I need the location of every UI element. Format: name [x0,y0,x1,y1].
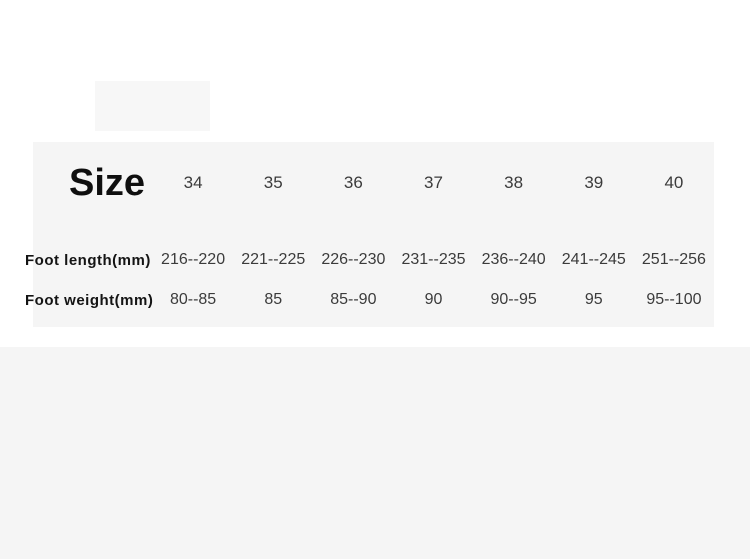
column-header-36: 36 [343,173,363,192]
row-label: Foot length(mm) [25,251,151,269]
size-chart-title: Size [69,162,146,204]
table-cell: 85--90 [330,291,377,308]
bottom-section [0,347,750,559]
table-row: Foot length(mm) 216--220 221--225 226--230 2… [25,241,714,279]
column-header-38: 38 [504,173,524,192]
table-cell: 221--225 [241,251,306,268]
table-cell: 95--100 [646,291,702,308]
column-header-40: 40 [664,173,684,192]
column-header-35: 35 [263,173,283,192]
table-row: Foot weight(mm) 80--85 85 85--90 90 90--95 95 9… [25,281,714,319]
table-cell: 95 [584,291,603,308]
table-cell: 85 [264,291,283,308]
table-cell: 90 [424,291,443,308]
column-header-37: 37 [424,173,443,192]
table-cell: 241--245 [561,251,626,268]
column-header-34: 34 [183,173,203,192]
table-cell: 231--235 [401,251,466,268]
row-label: Foot weight(mm) [25,291,154,309]
column-header-39: 39 [584,173,604,192]
size-chart-panel: Size 34 35 36 37 38 39 40 Foot length(mm) 216--… [25,142,714,327]
size-chart-header-row: Size 34 35 36 37 38 39 40 [33,142,714,224]
table-cell: 226--230 [321,251,386,268]
table-cell: 236--240 [481,251,546,268]
table-cell: 251--256 [641,251,706,268]
table-cell: 90--95 [490,291,537,308]
image-placeholder-block [95,81,210,131]
table-cell: 80--85 [169,291,217,308]
table-cell: 216--220 [161,251,226,268]
